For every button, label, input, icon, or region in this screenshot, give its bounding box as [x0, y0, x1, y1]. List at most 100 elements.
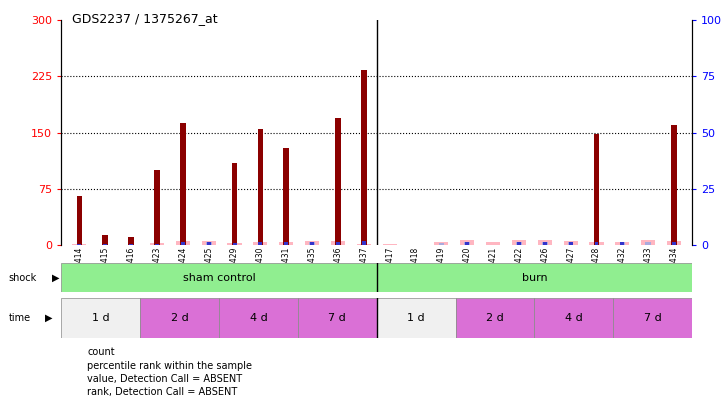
- Bar: [671, 125, 677, 245]
- Bar: [61, 298, 140, 338]
- Bar: [219, 298, 298, 338]
- Bar: [464, 242, 470, 245]
- Bar: [465, 242, 469, 245]
- Bar: [331, 241, 345, 245]
- Bar: [336, 242, 340, 245]
- Text: ▶: ▶: [45, 313, 53, 323]
- Bar: [257, 129, 263, 245]
- Bar: [614, 298, 692, 338]
- Bar: [517, 242, 521, 245]
- Bar: [671, 242, 677, 245]
- Bar: [61, 263, 377, 292]
- Bar: [253, 241, 267, 245]
- Text: 7 d: 7 d: [644, 313, 662, 323]
- Bar: [383, 243, 397, 245]
- Bar: [593, 134, 599, 245]
- Bar: [516, 242, 522, 245]
- Text: sham control: sham control: [182, 273, 255, 283]
- Text: burn: burn: [521, 273, 547, 283]
- Bar: [258, 242, 262, 245]
- Bar: [595, 242, 598, 245]
- Bar: [641, 240, 655, 245]
- Bar: [542, 242, 548, 245]
- Bar: [361, 70, 367, 245]
- Bar: [207, 242, 211, 245]
- Bar: [538, 240, 552, 245]
- Text: shock: shock: [9, 273, 37, 283]
- Bar: [76, 196, 82, 245]
- Bar: [140, 298, 219, 338]
- Bar: [231, 163, 237, 245]
- Bar: [283, 242, 289, 245]
- Bar: [205, 242, 211, 245]
- Bar: [154, 170, 160, 245]
- Bar: [72, 243, 87, 245]
- Text: 2 d: 2 d: [171, 313, 188, 323]
- Bar: [176, 241, 190, 245]
- Bar: [310, 242, 314, 245]
- Bar: [180, 123, 185, 245]
- Bar: [512, 240, 526, 245]
- Bar: [619, 242, 625, 245]
- Bar: [257, 242, 263, 245]
- Bar: [543, 242, 547, 245]
- Bar: [335, 117, 341, 245]
- Text: ▶: ▶: [52, 273, 59, 283]
- Bar: [438, 243, 444, 245]
- Bar: [569, 242, 572, 245]
- Text: 2 d: 2 d: [486, 313, 504, 323]
- Bar: [202, 241, 216, 245]
- Bar: [155, 244, 159, 245]
- Text: 1 d: 1 d: [407, 313, 425, 323]
- Bar: [150, 243, 164, 245]
- Bar: [362, 241, 366, 245]
- Bar: [335, 242, 341, 245]
- Bar: [460, 240, 474, 245]
- Bar: [434, 243, 448, 245]
- Bar: [129, 244, 133, 245]
- Bar: [233, 243, 236, 245]
- Bar: [305, 241, 319, 245]
- Bar: [620, 242, 624, 245]
- Bar: [456, 298, 534, 338]
- Bar: [645, 241, 651, 245]
- Bar: [615, 241, 629, 245]
- Bar: [180, 242, 185, 245]
- Text: 1 d: 1 d: [92, 313, 110, 323]
- Bar: [283, 148, 289, 245]
- Text: time: time: [9, 313, 31, 323]
- Bar: [377, 263, 692, 292]
- Bar: [77, 244, 81, 245]
- Text: percentile rank within the sample: percentile rank within the sample: [87, 361, 252, 371]
- Bar: [309, 242, 315, 245]
- Bar: [102, 244, 108, 245]
- Text: rank, Detection Call = ABSENT: rank, Detection Call = ABSENT: [87, 388, 237, 397]
- Text: value, Detection Call = ABSENT: value, Detection Call = ABSENT: [87, 374, 242, 384]
- Text: 7 d: 7 d: [329, 313, 346, 323]
- Text: 4 d: 4 d: [249, 313, 267, 323]
- Bar: [103, 244, 107, 245]
- Bar: [102, 234, 108, 245]
- Bar: [128, 237, 134, 245]
- Bar: [667, 241, 681, 245]
- Bar: [568, 242, 573, 245]
- Bar: [227, 243, 242, 245]
- Bar: [181, 242, 185, 245]
- Bar: [486, 242, 500, 245]
- Bar: [284, 242, 288, 245]
- Bar: [672, 242, 676, 245]
- Text: count: count: [87, 347, 115, 357]
- Bar: [76, 244, 82, 245]
- Bar: [231, 243, 237, 245]
- Bar: [589, 242, 603, 245]
- Bar: [564, 241, 578, 245]
- Bar: [377, 298, 456, 338]
- Bar: [154, 243, 160, 245]
- Bar: [298, 298, 377, 338]
- Bar: [534, 298, 614, 338]
- Text: GDS2237 / 1375267_at: GDS2237 / 1375267_at: [72, 12, 218, 25]
- Bar: [279, 242, 293, 245]
- Bar: [128, 244, 134, 245]
- Text: 4 d: 4 d: [565, 313, 583, 323]
- Bar: [357, 243, 371, 245]
